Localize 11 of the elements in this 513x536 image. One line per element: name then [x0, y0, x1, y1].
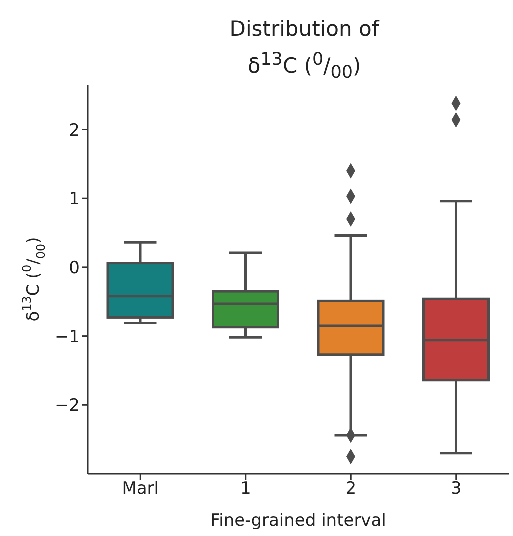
- x-tick-label: 1: [240, 479, 252, 500]
- y-tick-label: 2: [69, 120, 80, 141]
- chart-title: Distribution of δ$^{13}$C ($^{0}$/$_{00}$): [228, 16, 381, 86]
- y-tick-label: −2: [54, 396, 80, 416]
- y-tick-label: −1: [54, 327, 80, 348]
- x-tick-label: 3: [450, 479, 462, 500]
- x-tick-label: Marl: [122, 479, 160, 500]
- x-tick-label: 2: [346, 479, 357, 500]
- y-tick-label: 1: [69, 190, 80, 210]
- y-tick-label: 0: [69, 258, 80, 278]
- x-axis-title: Fine-grained interval: [210, 511, 386, 531]
